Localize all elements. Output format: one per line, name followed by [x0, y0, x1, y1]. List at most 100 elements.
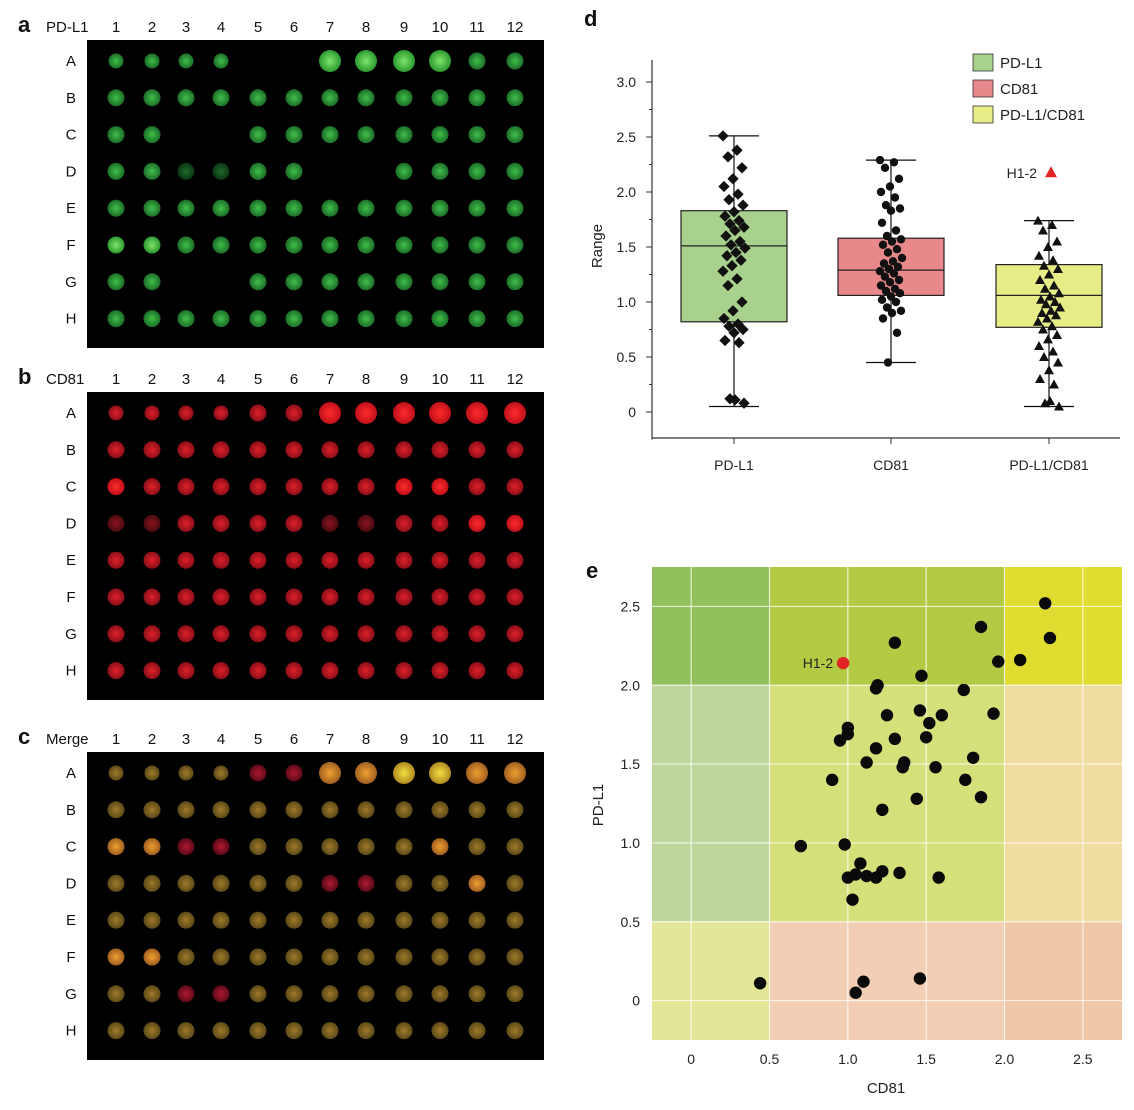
- data-point-circle: [881, 201, 891, 210]
- data-point-diamond: [726, 260, 738, 272]
- scatter-point: [860, 869, 873, 883]
- well-B5: [249, 89, 267, 107]
- well-H7: [321, 1022, 339, 1040]
- data-point-triangle: [1053, 264, 1063, 273]
- well-E1: [107, 199, 125, 217]
- data-point-diamond: [721, 250, 733, 262]
- well-B6: [285, 801, 303, 819]
- scatter-point: [913, 704, 927, 717]
- well-A6: [285, 764, 303, 782]
- data-point-diamond: [718, 180, 730, 193]
- legend-d: PD-L1 CD81 PD-L1/CD81: [972, 53, 1085, 124]
- well-H11: [468, 1022, 486, 1040]
- well-E6: [285, 911, 303, 929]
- background-zone: [769, 567, 1005, 686]
- data-point-circle: [878, 314, 888, 323]
- data-point-triangle: [1053, 357, 1063, 367]
- well-G12: [506, 273, 524, 291]
- well-F12: [506, 236, 524, 254]
- well-B12: [506, 801, 524, 819]
- well-H2: [143, 1022, 161, 1040]
- column-label: 2: [148, 731, 156, 748]
- well-C8: [357, 126, 375, 144]
- scatter-point: [935, 709, 949, 722]
- well-E4: [212, 911, 230, 929]
- legend-swatch: [972, 79, 994, 98]
- well-G10: [431, 273, 449, 291]
- data-point-diamond: [722, 279, 734, 292]
- row-label: G: [65, 626, 77, 643]
- well-B2: [143, 801, 161, 819]
- well-F8: [357, 588, 375, 606]
- well-F6: [285, 236, 303, 254]
- scatter-point: [898, 756, 911, 769]
- well-A11: [468, 52, 486, 70]
- row-label: C: [66, 479, 77, 496]
- background-zone: [1004, 685, 1122, 922]
- column-label: 6: [290, 371, 298, 388]
- column-label: 5: [254, 731, 262, 748]
- scatter-point: [849, 868, 862, 881]
- column-label: 3: [182, 371, 190, 388]
- well-F6: [285, 948, 303, 966]
- data-point-triangle: [1052, 330, 1062, 339]
- well-F4: [212, 588, 230, 606]
- well-F7: [321, 588, 339, 606]
- row-label: C: [66, 127, 77, 144]
- well-E8: [357, 551, 375, 569]
- well-D3: [177, 162, 195, 180]
- data-point-circle: [892, 328, 902, 337]
- well-C9: [395, 478, 413, 496]
- scatter-point: [1039, 597, 1052, 610]
- well-G3: [177, 625, 195, 643]
- scatter-point: [825, 773, 839, 787]
- well-B9: [395, 801, 413, 819]
- column-label: 7: [326, 19, 334, 36]
- scatter-point: [846, 893, 859, 906]
- data-point-diamond: [734, 235, 746, 248]
- well-C9: [395, 838, 413, 856]
- y-axis-label-e: PD-L1: [590, 784, 607, 827]
- scatter-point: [888, 732, 902, 746]
- background-zone: [769, 921, 1005, 1040]
- well-H4: [212, 1022, 230, 1040]
- well-H12: [506, 310, 524, 328]
- well-H1: [107, 1022, 125, 1040]
- well-G9: [395, 985, 413, 1003]
- well-G2: [143, 273, 161, 291]
- column-label: 1: [112, 731, 120, 748]
- data-point-circle: [897, 253, 907, 263]
- well-F12: [506, 948, 524, 966]
- well-E8: [357, 911, 375, 929]
- highlight-point: [836, 656, 850, 670]
- well-E2: [143, 911, 161, 929]
- well-A7: [319, 402, 341, 424]
- well-G5: [249, 985, 267, 1003]
- data-point-circle: [888, 257, 898, 266]
- well-A7: [319, 50, 341, 72]
- well-A9: [393, 50, 415, 72]
- well-A1: [108, 53, 124, 69]
- data-point-circle: [892, 245, 902, 254]
- y-tick-label-e: 0: [632, 993, 640, 1009]
- scatter-point: [910, 792, 923, 805]
- data-point-diamond: [723, 194, 735, 206]
- well-D1: [107, 514, 125, 532]
- well-A3: [178, 765, 194, 781]
- well-C5: [249, 126, 267, 144]
- well-B6: [285, 89, 303, 107]
- well-E8: [357, 199, 375, 217]
- well-B2: [143, 441, 161, 459]
- data-point-diamond: [717, 265, 729, 277]
- well-E11: [468, 551, 486, 569]
- scatter-point: [876, 803, 889, 817]
- y-axis-label-d: Range: [589, 224, 606, 268]
- legend-swatch: [972, 53, 994, 72]
- well-F9: [395, 948, 413, 966]
- well-D7: [321, 874, 339, 892]
- well-A11: [466, 762, 488, 784]
- well-G6: [285, 273, 303, 291]
- well-F3: [177, 948, 195, 966]
